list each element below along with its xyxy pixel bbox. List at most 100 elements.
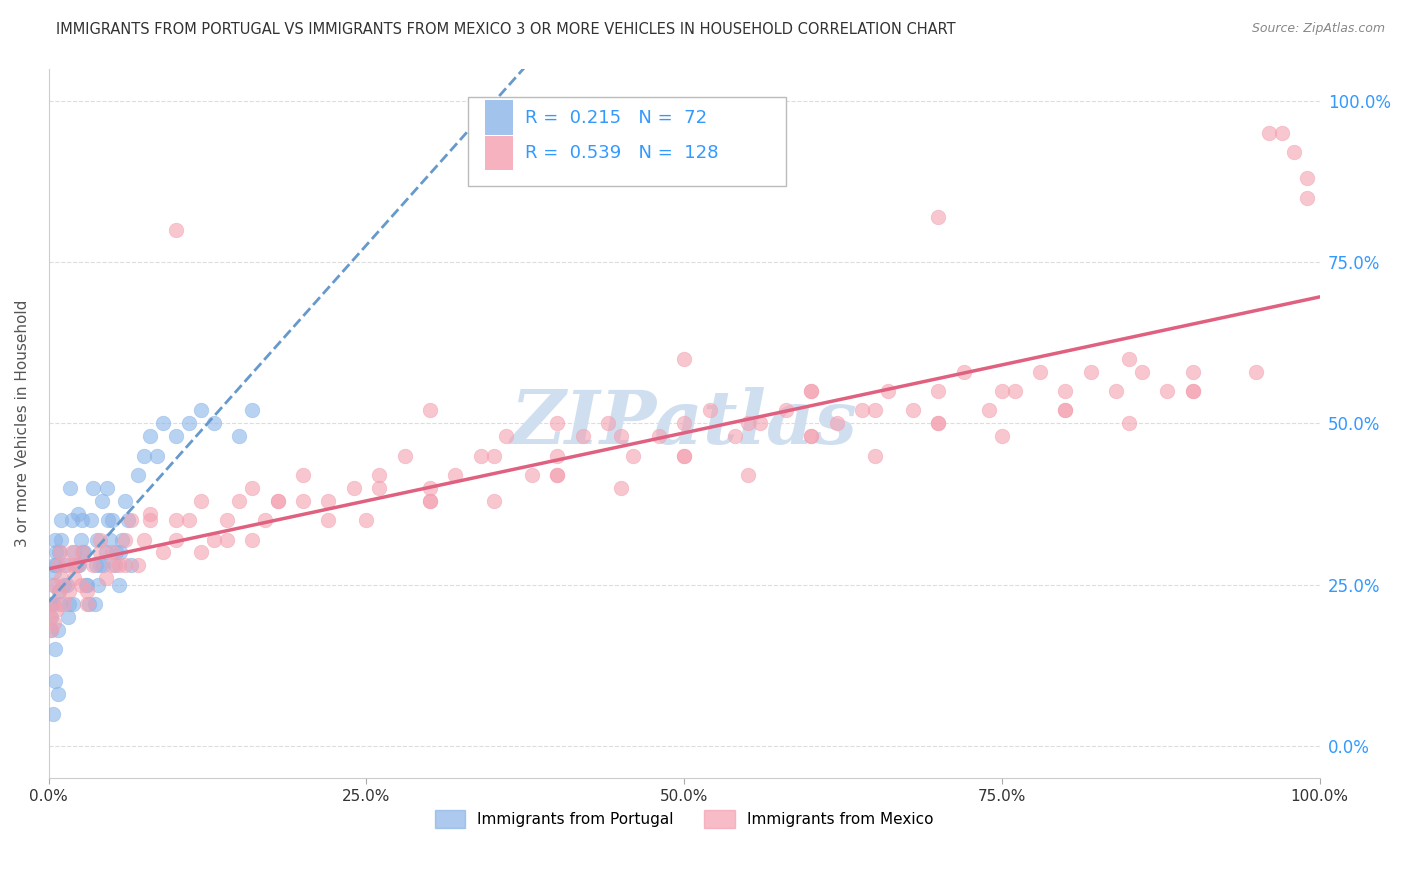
Point: [96, 481, 118, 495]
Point: [120, 513, 142, 527]
Point: [825, 417, 848, 431]
Point: [72, 545, 94, 559]
Text: R =  0.539   N =  128: R = 0.539 N = 128: [526, 145, 718, 162]
Point: [70, 545, 93, 559]
Point: [44, 674, 66, 689]
Point: [146, 449, 169, 463]
Point: [1130, 365, 1153, 379]
Point: [190, 403, 212, 417]
Point: [51, 533, 73, 547]
Point: [1004, 384, 1026, 398]
Point: [215, 513, 238, 527]
Point: [41, 597, 63, 611]
Point: [101, 558, 124, 573]
Point: [775, 403, 797, 417]
Point: [1181, 384, 1204, 398]
Point: [98, 533, 121, 547]
Point: [202, 417, 225, 431]
Point: [165, 223, 187, 237]
Point: [66, 558, 89, 573]
Bar: [485, 136, 513, 170]
Point: [546, 449, 568, 463]
Point: [41, 706, 63, 721]
Point: [673, 449, 696, 463]
Point: [444, 467, 467, 482]
Point: [228, 429, 250, 443]
Point: [1080, 365, 1102, 379]
Point: [58, 597, 80, 611]
Point: [66, 558, 89, 573]
Legend: Immigrants from Portugal, Immigrants from Mexico: Immigrants from Portugal, Immigrants fro…: [429, 804, 939, 834]
Point: [107, 577, 129, 591]
Point: [39, 597, 62, 611]
Point: [152, 417, 174, 431]
Point: [49, 545, 72, 559]
Point: [48, 584, 70, 599]
Point: [89, 545, 111, 559]
Point: [97, 513, 120, 527]
Point: [952, 365, 974, 379]
Point: [863, 403, 886, 417]
Point: [108, 545, 131, 559]
Point: [41, 597, 63, 611]
Point: [46, 558, 69, 573]
Point: [1181, 365, 1204, 379]
Point: [101, 545, 124, 559]
Text: IMMIGRANTS FROM PORTUGAL VS IMMIGRANTS FROM MEXICO 3 OR MORE VEHICLES IN HOUSEHO: IMMIGRANTS FROM PORTUGAL VS IMMIGRANTS F…: [56, 22, 956, 37]
Point: [495, 429, 517, 443]
Point: [546, 467, 568, 482]
Point: [39, 623, 62, 637]
Point: [114, 533, 136, 547]
Point: [73, 545, 96, 559]
Point: [60, 545, 83, 559]
Point: [117, 513, 139, 527]
Point: [1296, 171, 1319, 186]
Point: [343, 481, 366, 495]
Point: [673, 449, 696, 463]
Point: [876, 384, 898, 398]
Point: [368, 467, 391, 482]
Point: [76, 597, 98, 611]
Point: [165, 533, 187, 547]
Point: [91, 493, 114, 508]
Point: [482, 493, 505, 508]
Point: [44, 577, 66, 591]
Point: [1181, 384, 1204, 398]
Point: [851, 403, 873, 417]
Point: [89, 558, 111, 573]
Point: [86, 533, 108, 547]
Point: [48, 584, 70, 599]
Point: [177, 513, 200, 527]
Point: [120, 558, 142, 573]
Point: [1054, 403, 1077, 417]
Point: [48, 545, 70, 559]
Point: [60, 513, 83, 527]
Point: [673, 417, 696, 431]
Text: Source: ZipAtlas.com: Source: ZipAtlas.com: [1251, 22, 1385, 36]
Point: [107, 558, 129, 573]
Point: [45, 558, 67, 573]
Point: [991, 429, 1014, 443]
Point: [76, 584, 98, 599]
Point: [46, 623, 69, 637]
Point: [1105, 384, 1128, 398]
Point: [291, 467, 314, 482]
Point: [165, 513, 187, 527]
Point: [800, 429, 823, 443]
Point: [368, 481, 391, 495]
Point: [1284, 145, 1306, 160]
Point: [419, 493, 441, 508]
Point: [84, 558, 107, 573]
Point: [83, 597, 105, 611]
Point: [266, 493, 288, 508]
Point: [419, 481, 441, 495]
Point: [190, 493, 212, 508]
Point: [53, 597, 76, 611]
FancyBboxPatch shape: [468, 97, 786, 186]
Point: [114, 558, 136, 573]
Point: [927, 417, 949, 431]
Point: [240, 481, 263, 495]
Point: [42, 558, 65, 573]
Point: [1244, 365, 1267, 379]
Point: [41, 577, 63, 591]
